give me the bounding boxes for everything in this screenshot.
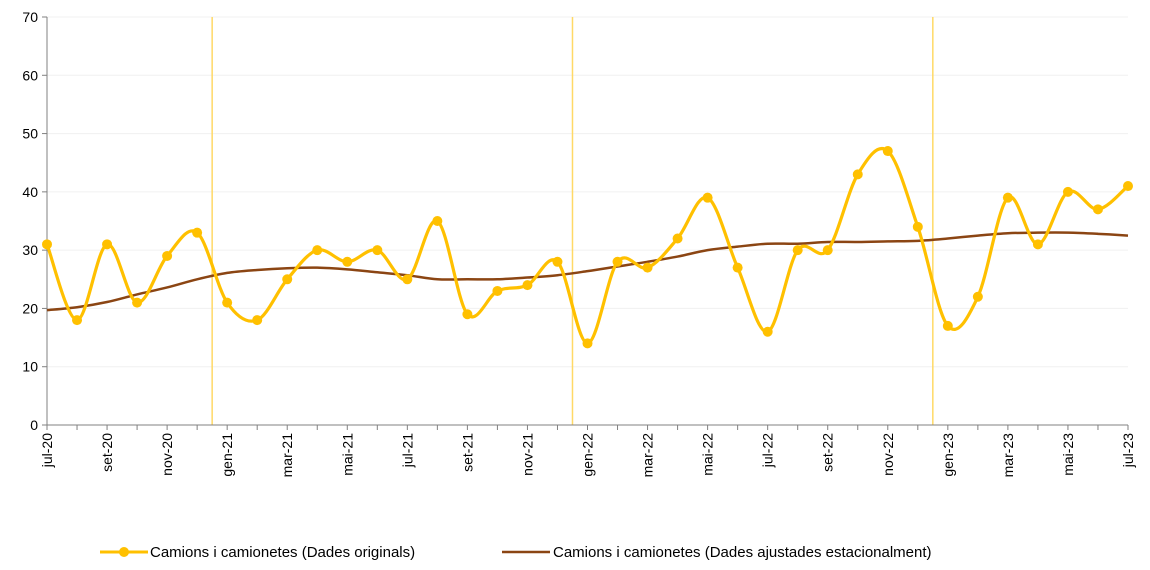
y-tick-label-70: 70 xyxy=(22,9,38,25)
x-tick-label-jul-23: jul-23 xyxy=(1120,433,1136,468)
data-point-original-abr-22 xyxy=(672,233,683,244)
series-layer xyxy=(42,146,1133,349)
y-tick-label-30: 30 xyxy=(22,242,38,258)
legend-label-adjusted: Camions i camionetes (Dades ajustades es… xyxy=(553,544,932,561)
series-line-original xyxy=(45,147,1130,345)
legend-swatch-original-marker xyxy=(119,547,129,557)
x-tick-label-mai-23: mai-23 xyxy=(1060,433,1076,476)
data-point-original-mar-22 xyxy=(642,262,653,273)
data-point-original-mar-21 xyxy=(282,274,293,285)
data-point-original-mai-21 xyxy=(342,256,353,267)
data-point-original-jun-21 xyxy=(372,245,383,256)
data-point-original-feb-21 xyxy=(252,315,263,326)
x-tick-label-mai-21: mai-21 xyxy=(339,433,355,476)
x-tick-label-nov-20: nov-20 xyxy=(159,433,175,476)
grid-layer xyxy=(47,16,1128,368)
x-tick-label-mar-22: mar-22 xyxy=(640,433,656,478)
data-point-original-jun-22 xyxy=(732,262,743,273)
data-point-original-gen-22 xyxy=(582,338,593,349)
data-point-original-ago-22 xyxy=(792,245,803,256)
legend-label-original: Camions i camionetes (Dades originals) xyxy=(150,544,415,561)
data-point-original-nov-20 xyxy=(162,250,173,261)
x-tick-label-nov-21: nov-21 xyxy=(519,433,535,476)
x-tick-label-set-21: set-21 xyxy=(459,433,475,472)
year-separators xyxy=(211,17,934,425)
data-point-original-feb-22 xyxy=(612,256,623,267)
data-point-original-oct-22 xyxy=(852,169,863,180)
data-point-original-oct-20 xyxy=(132,297,143,308)
data-point-original-des-21 xyxy=(552,256,563,267)
data-point-original-des-22 xyxy=(912,221,923,232)
data-point-original-abr-23 xyxy=(1032,239,1043,250)
data-point-original-mar-23 xyxy=(1002,192,1013,203)
x-tick-label-mai-22: mai-22 xyxy=(700,433,716,476)
x-tick-label-mar-21: mar-21 xyxy=(279,433,295,478)
data-point-original-abr-21 xyxy=(312,245,323,256)
axes: 0 10 20 30 40 50 60 70 jul-20 set-20 nov-20 gen-21 m… xyxy=(22,9,1136,477)
y-tick-label-10: 10 xyxy=(22,359,38,375)
x-tick-label-jul-22: jul-22 xyxy=(760,433,776,468)
x-tick-label-jul-21: jul-21 xyxy=(399,433,415,468)
x-tick-label-nov-22: nov-22 xyxy=(880,433,896,476)
x-tick-label-gen-22: gen-22 xyxy=(580,433,596,477)
data-point-original-jul-20 xyxy=(42,239,52,250)
data-point-original-jul-21 xyxy=(402,274,413,285)
data-point-original-set-22 xyxy=(822,245,833,256)
data-point-original-oct-21 xyxy=(492,285,503,296)
data-point-original-mai-22 xyxy=(702,192,713,203)
x-tick-label-gen-23: gen-23 xyxy=(940,433,956,477)
x-tick-label-jul-20: jul-20 xyxy=(39,433,55,468)
series-line-adjusted xyxy=(46,231,1129,312)
data-point-original-feb-23 xyxy=(972,291,983,302)
data-point-original-set-21 xyxy=(462,309,473,320)
data-point-original-jul-23 xyxy=(1123,181,1133,192)
y-tick-label-20: 20 xyxy=(22,300,38,316)
data-point-original-nov-22 xyxy=(882,146,893,157)
data-point-original-nov-21 xyxy=(522,280,533,291)
data-point-original-set-20 xyxy=(102,239,113,250)
y-tick-label-60: 60 xyxy=(22,67,38,83)
data-point-original-gen-21 xyxy=(222,297,233,308)
data-point-original-jun-23 xyxy=(1092,204,1103,215)
y-tick-label-0: 0 xyxy=(30,417,38,433)
legend: Camions i camionetes (Dades originals) C… xyxy=(100,544,932,561)
data-point-original-mai-23 xyxy=(1062,186,1073,197)
data-point-original-des-20 xyxy=(192,227,203,238)
x-tick-label-mar-23: mar-23 xyxy=(1000,433,1016,478)
data-point-original-ago-20 xyxy=(72,315,83,326)
y-tick-label-50: 50 xyxy=(22,126,38,142)
x-tick-label-set-20: set-20 xyxy=(99,433,115,472)
data-point-original-jul-22 xyxy=(762,326,773,337)
x-tick-label-set-22: set-22 xyxy=(820,433,836,472)
data-point-original-gen-23 xyxy=(942,320,953,331)
y-tick-label-40: 40 xyxy=(22,184,38,200)
data-point-original-ago-21 xyxy=(432,216,443,226)
x-tick-label-gen-21: gen-21 xyxy=(219,433,235,477)
